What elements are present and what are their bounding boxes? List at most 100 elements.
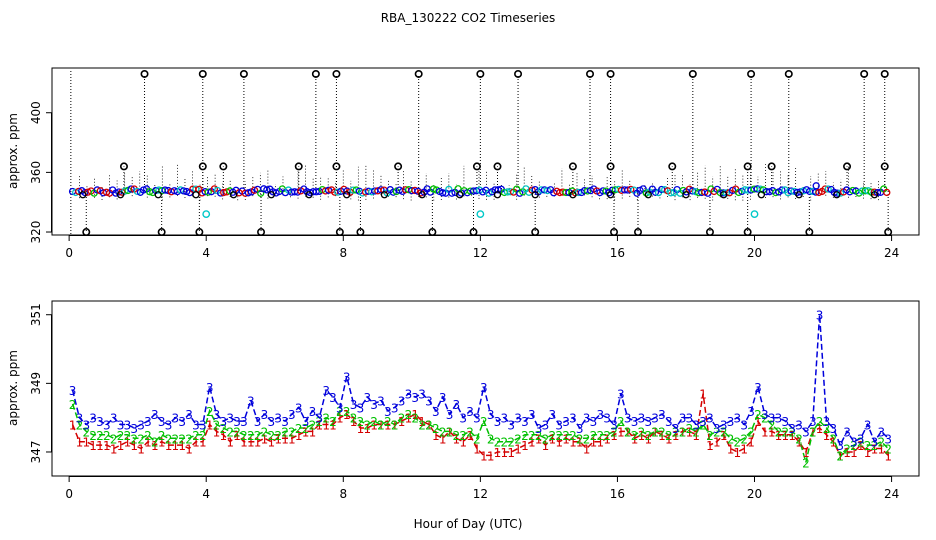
top-data-point <box>312 188 320 196</box>
series-3-marker: 3 <box>603 412 611 426</box>
series-3-marker: 3 <box>124 419 132 433</box>
series-3-marker: 3 <box>830 422 838 436</box>
series-2-marker: 2 <box>617 415 625 429</box>
series-3-marker: 3 <box>329 391 337 405</box>
series-1-marker: 1 <box>82 436 90 450</box>
top-data-point <box>411 186 419 195</box>
top-outlier-point <box>493 162 502 171</box>
series-2-marker: 2 <box>199 429 207 443</box>
series-1-marker: 1 <box>809 425 817 439</box>
top-outlier-point <box>606 69 615 78</box>
series-3-marker: 3 <box>165 419 173 433</box>
series-3-marker: 3 <box>754 381 762 395</box>
series-2-line <box>71 403 889 463</box>
top-outlier-point <box>767 162 776 171</box>
series-2-marker: 2 <box>884 443 892 457</box>
series-3-marker: 3 <box>487 408 495 422</box>
series-2-marker: 2 <box>302 422 310 436</box>
bottom-xtick-label: 4 <box>202 487 210 501</box>
series-3-marker: 3 <box>610 419 618 433</box>
top-outlier-point-cyan <box>476 210 485 219</box>
series-2-marker: 2 <box>130 432 138 446</box>
series-1-marker: 1 <box>596 436 604 450</box>
series-1-marker: 1 <box>411 408 419 422</box>
series-3-marker: 3 <box>727 415 735 429</box>
series-2-marker: 2 <box>267 429 275 443</box>
series-1-marker: 1 <box>425 419 433 433</box>
series-1-marker: 1 <box>816 422 824 436</box>
top-data-point <box>79 191 87 199</box>
top-outlier-point-cyan <box>202 210 211 219</box>
series-1-marker: 1 <box>172 439 180 453</box>
series-2-marker: 2 <box>165 432 173 446</box>
series-3-marker: 3 <box>459 412 467 426</box>
series-3-marker: 3 <box>857 432 865 446</box>
series-1-marker: 1 <box>453 432 461 446</box>
series-2-marker: 2 <box>254 429 262 443</box>
series-1-marker: 1 <box>329 419 337 433</box>
series-3-marker: 3 <box>747 405 755 419</box>
top-outlier-point <box>860 69 869 78</box>
series-3-marker: 3 <box>226 412 234 426</box>
series-2-marker: 2 <box>713 425 721 439</box>
series-2-marker: 2 <box>220 422 228 436</box>
series-2-marker: 2 <box>124 429 132 443</box>
top-outlier-point <box>880 69 889 78</box>
series-2-marker: 2 <box>172 432 180 446</box>
series-1-marker: 1 <box>117 439 125 453</box>
series-1-marker: 1 <box>69 419 77 433</box>
series-3-marker: 3 <box>528 408 536 422</box>
series-1-marker: 1 <box>432 429 440 443</box>
series-2-marker: 2 <box>699 419 707 433</box>
series-3-marker: 3 <box>151 408 159 422</box>
series-3-marker: 3 <box>507 419 515 433</box>
series-2-marker: 2 <box>521 429 529 443</box>
top-outlier-point <box>747 69 756 78</box>
series-2-marker: 2 <box>871 439 879 453</box>
series-2-marker: 2 <box>624 425 632 439</box>
series-3-marker: 3 <box>446 408 454 422</box>
series-1-marker: 1 <box>651 425 659 439</box>
series-1-marker: 1 <box>658 429 666 443</box>
series-3-marker: 3 <box>199 419 207 433</box>
series-1-marker: 1 <box>89 439 97 453</box>
x-axis-label: Hour of Day (UTC) <box>414 517 523 531</box>
series-1-marker: 1 <box>151 439 159 453</box>
top-outlier-point <box>82 228 91 237</box>
top-outlier-point <box>472 162 481 171</box>
series-2-marker: 2 <box>843 443 851 457</box>
top-outlier-point <box>294 162 303 171</box>
top-data-point <box>229 191 238 199</box>
top-outlier-point <box>198 162 207 171</box>
series-3-marker: 3 <box>357 401 365 415</box>
series-3-marker: 3 <box>322 384 330 398</box>
series-2-marker: 2 <box>823 422 831 436</box>
series-1-marker: 1 <box>302 425 310 439</box>
series-2-marker: 2 <box>274 429 282 443</box>
series-1-marker: 1 <box>233 429 241 443</box>
series-1-marker: 1 <box>322 419 330 433</box>
series-1-marker: 1 <box>110 443 118 457</box>
series-3-marker: 3 <box>439 391 447 405</box>
series-2-marker: 2 <box>802 456 810 470</box>
series-2-marker: 2 <box>658 425 666 439</box>
series-3-marker: 3 <box>76 412 84 426</box>
series-2-marker: 2 <box>494 436 502 450</box>
series-3-marker: 3 <box>110 412 118 426</box>
series-2-marker: 2 <box>487 432 495 446</box>
series-2-marker: 2 <box>398 412 406 426</box>
series-1-marker: 1 <box>542 439 550 453</box>
series-3-marker: 3 <box>281 415 289 429</box>
bottom-xtick-label: 12 <box>473 487 488 501</box>
series-3-marker: 3 <box>480 381 488 395</box>
top-outlier-point <box>239 69 248 78</box>
top-data-point <box>833 191 841 199</box>
series-2-marker: 2 <box>816 415 824 429</box>
series-1-marker: 1 <box>740 443 748 457</box>
top-data-point <box>389 188 397 196</box>
series-3-line <box>71 314 889 447</box>
series-3-marker: 3 <box>398 395 406 409</box>
series-2-marker: 2 <box>96 429 104 443</box>
top-xtick-label: 0 <box>65 246 73 260</box>
